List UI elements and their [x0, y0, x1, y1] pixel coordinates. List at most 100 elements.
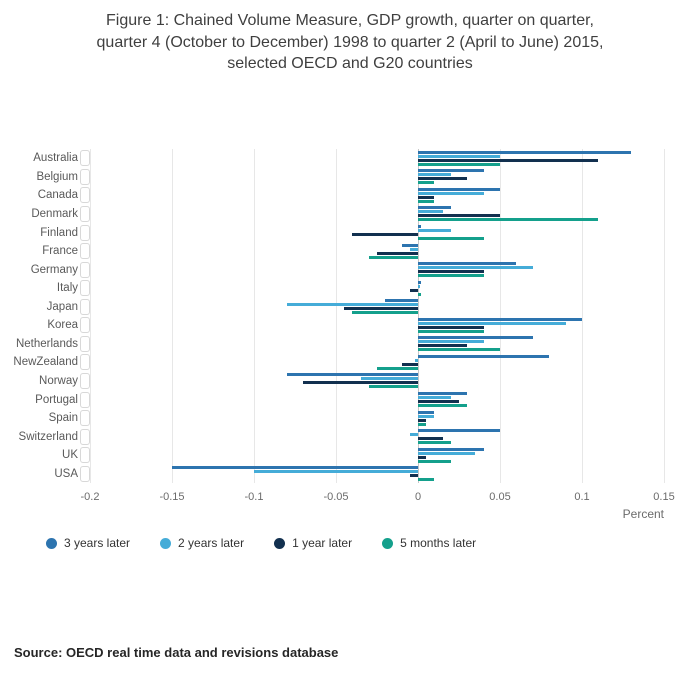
chart-title-line-3: selected OECD and G20 countries — [227, 55, 473, 73]
country-label: Korea — [47, 319, 78, 332]
bar — [418, 455, 427, 459]
bar — [418, 336, 533, 340]
country-label: Norway — [39, 374, 78, 387]
bar — [352, 233, 418, 236]
bar — [418, 429, 500, 433]
bar — [418, 354, 550, 358]
chart-legend: 3 years later 2 years later 1 year later 5 … — [46, 536, 476, 550]
chart-title-line-1: Figure 1: Chained Volume Measure, GDP gr… — [106, 12, 594, 29]
legend-label: 5 months later — [400, 536, 477, 550]
x-tick-label: -0.1 — [244, 491, 264, 503]
bar — [368, 255, 418, 259]
bar — [418, 177, 468, 181]
bar — [418, 414, 435, 418]
bar — [418, 478, 435, 482]
bar — [418, 459, 451, 463]
x-tick-label: 0.05 — [489, 491, 511, 503]
bar — [385, 299, 418, 303]
grid-line — [172, 149, 173, 483]
y-axis-tick — [80, 335, 90, 352]
legend-item-1-year-later[interactable]: 1 year later — [274, 536, 352, 550]
y-axis-tick — [80, 428, 90, 445]
bar — [418, 187, 500, 191]
source-text: Source: OECD real time data and revision… — [14, 645, 339, 660]
country-label: Netherlands — [15, 337, 78, 350]
country-label: UK — [62, 449, 78, 462]
grid-line — [664, 149, 665, 483]
bar — [414, 358, 418, 362]
y-axis-tick — [80, 447, 90, 464]
country-label: Denmark — [31, 207, 78, 220]
bar — [401, 243, 418, 247]
x-tick-label: -0.2 — [80, 491, 100, 503]
bar — [418, 158, 599, 162]
bar — [352, 311, 418, 315]
bar — [418, 340, 484, 344]
legend-item-5-months-later[interactable]: 5 months later — [382, 536, 476, 550]
x-tick-label: -0.05 — [323, 491, 349, 503]
bar — [418, 447, 484, 451]
country-label: Japan — [46, 300, 78, 313]
grid-line — [500, 149, 501, 483]
bar — [418, 199, 435, 203]
legend-swatch — [274, 537, 286, 549]
legend-swatch — [46, 537, 57, 549]
bar — [360, 377, 418, 381]
bar — [418, 284, 420, 288]
bar — [418, 191, 484, 195]
bar — [418, 218, 599, 222]
legend-item-3-years-later[interactable]: 3 years later — [46, 536, 130, 550]
country-label: Australia — [33, 152, 78, 165]
bar — [254, 470, 418, 474]
grid-line — [254, 149, 255, 483]
y-axis-tick — [80, 391, 90, 408]
legend-label: 3 years later — [64, 536, 131, 550]
bar — [418, 396, 451, 399]
legend-swatch — [160, 537, 172, 549]
country-label: France — [42, 245, 78, 258]
legend-swatch — [382, 537, 394, 549]
bar — [418, 154, 500, 158]
y-axis-tick — [80, 372, 90, 389]
y-axis-tick — [80, 168, 90, 185]
legend-item-2-years-later[interactable]: 2 years later — [160, 536, 244, 550]
bar — [418, 214, 500, 218]
y-axis-tick — [80, 224, 90, 241]
bar — [409, 474, 418, 478]
bar — [418, 451, 476, 455]
y-axis-tick — [80, 243, 90, 260]
country-label: Finland — [40, 226, 78, 239]
country-label: Canada — [37, 189, 78, 202]
bar — [418, 329, 484, 333]
x-tick-label: 0 — [414, 491, 422, 503]
x-tick-label: 0.15 — [653, 491, 675, 503]
y-axis-tick — [80, 354, 90, 371]
legend-label: 1 year later — [292, 536, 353, 550]
x-tick-label: -0.15 — [159, 491, 185, 503]
bar — [418, 162, 500, 166]
bar — [418, 441, 451, 445]
bar — [418, 321, 566, 325]
grid-line — [90, 149, 91, 483]
bar — [409, 247, 418, 251]
chart-title-line-2: quarter 4 (October to December) 1998 to … — [96, 33, 604, 51]
country-label: Portugal — [35, 393, 78, 406]
country-label: NewZealand — [13, 356, 78, 369]
bar — [418, 410, 435, 414]
y-axis-tick — [80, 205, 90, 222]
bar — [418, 422, 427, 426]
bar — [409, 288, 418, 292]
bar — [418, 225, 422, 228]
bar — [418, 344, 468, 348]
bar — [418, 270, 484, 274]
bar — [418, 266, 533, 270]
bar — [172, 466, 418, 470]
bar — [303, 381, 418, 385]
y-axis-tick — [80, 280, 90, 297]
x-tick-label: 0.1 — [574, 491, 590, 503]
country-label: Belgium — [36, 170, 78, 183]
y-axis-tick — [80, 317, 90, 334]
legend-label: 2 years later — [178, 536, 245, 550]
bar — [418, 280, 422, 284]
